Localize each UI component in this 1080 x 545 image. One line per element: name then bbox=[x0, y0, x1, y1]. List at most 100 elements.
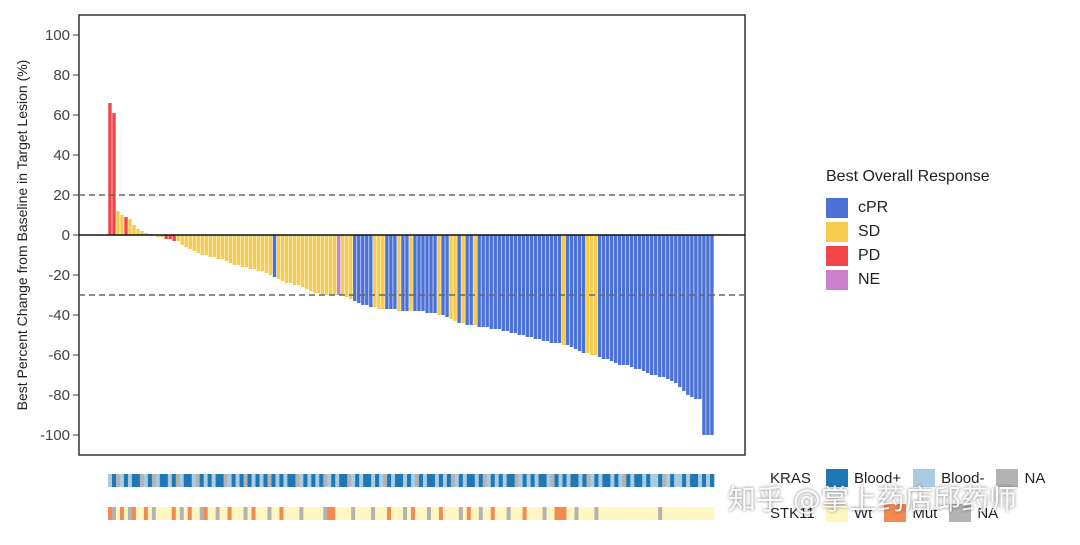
bar bbox=[706, 235, 710, 435]
kras-track-cell bbox=[414, 474, 420, 487]
stk11-track-cell bbox=[422, 507, 428, 520]
bar bbox=[160, 235, 164, 237]
bar bbox=[276, 235, 281, 279]
stk11-track-cell bbox=[450, 507, 456, 520]
bar bbox=[164, 235, 168, 239]
bar bbox=[361, 235, 365, 305]
bar bbox=[489, 235, 493, 329]
bar bbox=[686, 235, 690, 395]
kras-track-cell bbox=[450, 474, 456, 487]
stk11-track-cell bbox=[175, 507, 181, 520]
bar bbox=[244, 235, 249, 267]
stk11-track-cell bbox=[347, 507, 352, 520]
kras-track-cell bbox=[267, 474, 272, 487]
kras-track-cell bbox=[211, 474, 216, 487]
bar bbox=[397, 235, 401, 311]
kras-track-cell bbox=[111, 474, 117, 487]
bar bbox=[457, 235, 461, 323]
legend-item-cpr: cPR bbox=[826, 196, 990, 220]
kras-track-cell bbox=[634, 474, 639, 487]
kras-track-cell bbox=[502, 474, 507, 487]
kras-track-cell bbox=[594, 474, 599, 487]
kras-track-cell bbox=[323, 474, 328, 487]
kras-track-cell bbox=[139, 474, 145, 487]
kras-track-cell bbox=[682, 474, 687, 487]
stk11-track-cell bbox=[179, 507, 185, 520]
bar bbox=[196, 235, 200, 253]
kras-track-cell bbox=[442, 474, 448, 487]
legend-label-pd: PD bbox=[858, 247, 881, 264]
bar bbox=[389, 235, 393, 309]
kras-track-cell bbox=[622, 474, 627, 487]
stk11-track-cell bbox=[462, 507, 468, 520]
stk11-label-wt: Wt bbox=[854, 504, 873, 522]
kras-track-cell bbox=[658, 474, 663, 487]
kras-track-legend: KRAS Blood+ Blood- NA bbox=[770, 469, 1049, 487]
bar bbox=[385, 235, 389, 309]
kras-track-cell bbox=[638, 474, 643, 487]
stk11-track-cell bbox=[574, 507, 579, 520]
legend-label-ne: NE bbox=[858, 271, 881, 288]
stk11-track-cell bbox=[614, 507, 619, 520]
stk11-track-cell bbox=[542, 507, 547, 520]
stk11-track-cell bbox=[159, 507, 165, 520]
legend-item-pd: PD bbox=[826, 244, 990, 268]
kras-track-cell bbox=[678, 474, 683, 487]
stk11-track-cell bbox=[490, 507, 496, 520]
bar bbox=[369, 235, 373, 307]
bar bbox=[637, 235, 642, 369]
bar bbox=[485, 235, 489, 327]
kras-track-cell bbox=[115, 474, 121, 487]
kras-track-cell bbox=[163, 474, 169, 487]
kras-track-cell bbox=[367, 474, 372, 487]
kras-track-cell bbox=[167, 474, 173, 487]
stk11-track-cell bbox=[454, 507, 460, 520]
bar bbox=[698, 235, 702, 399]
kras-track-cell bbox=[534, 474, 539, 487]
bar bbox=[176, 235, 180, 241]
bar bbox=[156, 235, 160, 237]
kras-track-cell bbox=[108, 474, 113, 487]
kras-track-cell bbox=[674, 474, 679, 487]
y-tick-label: 40 bbox=[53, 147, 70, 164]
bar bbox=[341, 235, 345, 295]
bar bbox=[682, 235, 686, 391]
stk11-track-cell bbox=[470, 507, 476, 520]
bar bbox=[662, 235, 666, 377]
response-legend: Best Overall Response cPR SD PD NE bbox=[826, 168, 990, 292]
bar bbox=[345, 235, 349, 297]
bar bbox=[654, 235, 658, 375]
stk11-track-cell bbox=[482, 507, 488, 520]
kras-track-cell bbox=[331, 474, 336, 487]
kras-track-cell bbox=[315, 474, 320, 487]
kras-track-cell bbox=[239, 474, 244, 487]
bar bbox=[240, 235, 245, 267]
stk11-track-cell bbox=[187, 507, 193, 520]
bar bbox=[593, 235, 598, 355]
bar bbox=[324, 235, 329, 295]
bar bbox=[445, 235, 449, 317]
kras-track-cell bbox=[530, 474, 535, 487]
stk11-track-cell bbox=[223, 507, 228, 520]
kras-track-cell bbox=[514, 474, 519, 487]
stk11-track-cell bbox=[662, 507, 667, 520]
bar bbox=[300, 235, 305, 287]
bar bbox=[256, 235, 261, 271]
stk11-track-cell bbox=[602, 507, 607, 520]
kras-track-cell bbox=[662, 474, 667, 487]
kras-track-cell bbox=[486, 474, 492, 487]
kras-track-cell bbox=[610, 474, 615, 487]
bar bbox=[216, 235, 221, 259]
bar bbox=[702, 235, 706, 435]
bar bbox=[441, 235, 445, 315]
bar bbox=[625, 235, 630, 365]
stk11-track-cell bbox=[522, 507, 527, 520]
kras-track-cell bbox=[518, 474, 523, 487]
kras-track-cell bbox=[399, 474, 404, 487]
kras-track-cell bbox=[626, 474, 631, 487]
stk11-swatch-mut bbox=[884, 504, 907, 522]
kras-track-cell bbox=[510, 474, 515, 487]
bar bbox=[629, 235, 634, 367]
kras-track-cell bbox=[462, 474, 468, 487]
